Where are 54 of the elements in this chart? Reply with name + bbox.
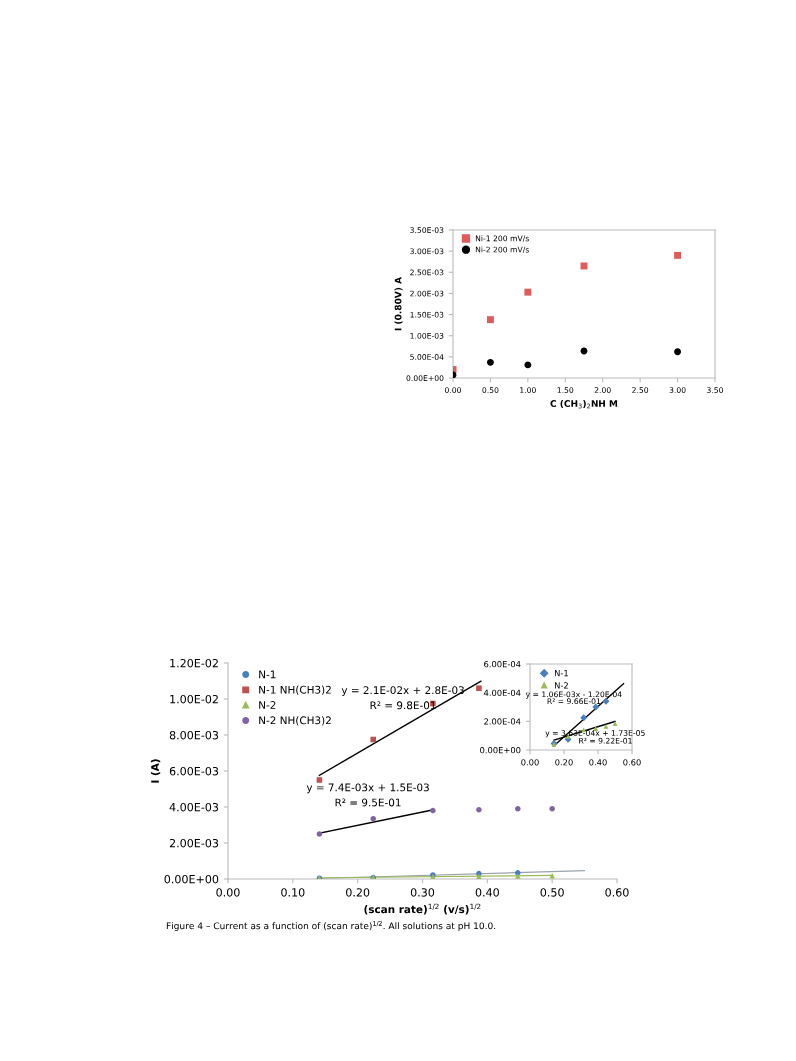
legend-label: N-2 NH(CH3)2 [259,716,331,726]
x-tick-label: 0.00 [216,888,240,897]
point [603,723,609,729]
point [430,807,436,814]
point [486,358,494,366]
legend-label: N-2 [554,682,568,689]
y-axis-title: I (0.80V) A [394,276,403,331]
y-tick-label: 0.00E+00 [480,746,521,754]
x-axis-title: C (CH$_{3}$)$_{2}$NH M [550,399,618,409]
point [316,777,323,783]
point [476,806,482,813]
y-tick-label: 6.00E-03 [169,766,219,776]
x-tick-label: 0.30 [410,888,435,897]
annotation: R² = 9.5E-01 [335,798,401,807]
legend-label: N-1 NH(CH3)2 [259,685,331,695]
caption: Figure 4 – Current as a function of (scan rate)$^{1/2}$. All solutions at pH 10.0. [166,920,496,931]
y-tick-label: 1.00E-02 [170,694,218,704]
y-tick-label: 0.00E+00 [164,874,219,884]
annotation: R² = 9.8E-01 [370,701,436,710]
point [612,721,618,726]
annotation: y = 7.4E-03x + 1.5E-03 [306,783,429,794]
y-tick-label: 1.20E-02 [170,658,218,668]
y-tick-label: 4.00E-04 [483,689,521,696]
annotation: y = 2.1E-02x + 2.8E-03 [341,686,464,697]
point [476,685,482,691]
x-tick-label: 0.20 [346,888,370,897]
x-tick-label: 0.40 [475,888,499,897]
point [524,361,532,369]
y-tick-label: 8.00E-03 [169,730,219,740]
point [316,831,323,837]
point [515,806,521,812]
y-tick-label: 4.00E-03 [169,802,219,812]
legend-label: N-1 [554,670,568,677]
point [674,251,682,259]
legend-label: N-2 [259,701,276,709]
x-tick-label: 0.10 [281,888,305,897]
x-tick-label: 0.00 [521,759,539,766]
point [524,288,532,296]
x-tick-label: 0.20 [555,759,573,766]
legend-label: N-1 [259,670,276,679]
x-axis-title: (scan rate)$^{1/2}$ (v/s)$^{1/2}$ [364,903,481,915]
point [370,815,376,822]
y-axis-title: I (A) [150,759,161,783]
point [370,736,376,743]
x-tick-label: 0.60 [605,888,629,897]
point [549,806,555,812]
point [674,348,682,356]
x-tick-label: 0.60 [623,759,641,766]
y-tick-label: 2.00E-03 [169,838,219,848]
y-tick-label: 2.00E-04 [484,718,521,725]
x-tick-label: 0.40 [589,759,607,766]
point [486,316,494,324]
y-tick-label: 6.00E-04 [484,660,521,668]
x-tick-label: 0.50 [540,888,564,897]
